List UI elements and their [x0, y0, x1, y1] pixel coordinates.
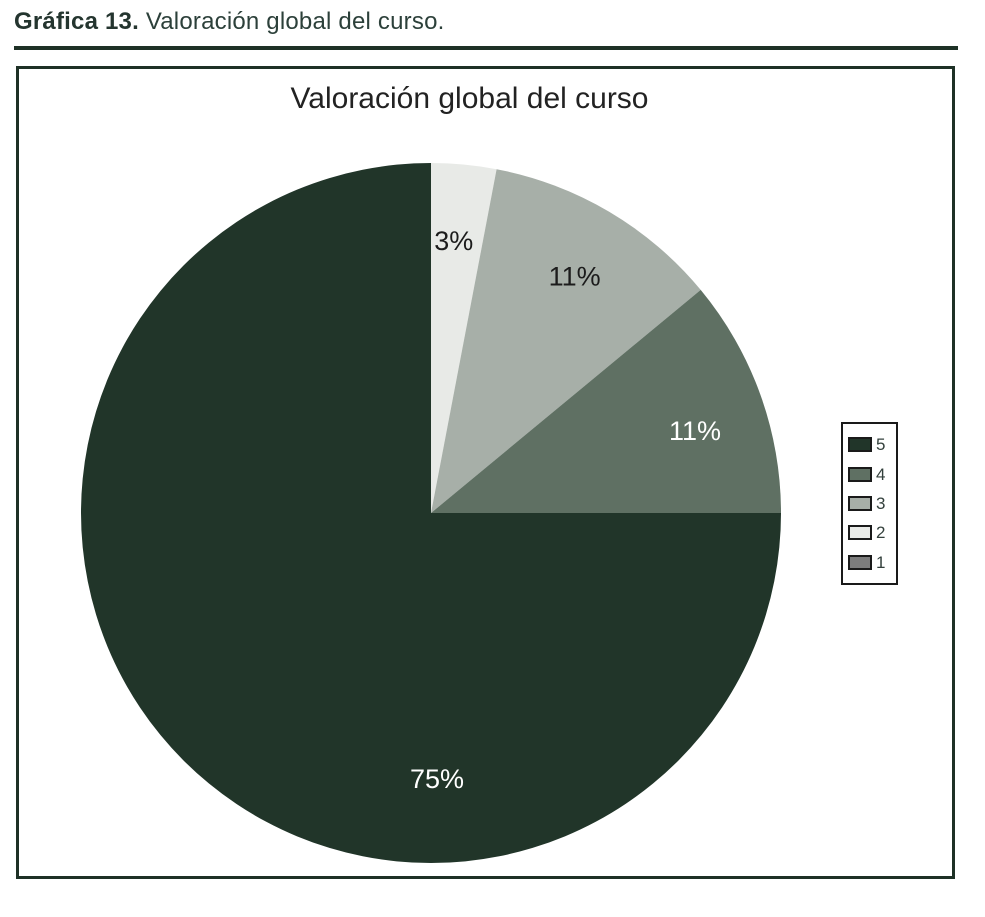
pie-slice-4 [431, 289, 781, 513]
pie-slice-2 [431, 163, 497, 513]
legend-swatch-1 [848, 554, 872, 570]
legend-label-5: 5 [876, 435, 886, 455]
legend-swatch-5 [848, 437, 872, 453]
chart-legend: 5 4 3 2 1 [841, 422, 898, 585]
legend-label-2: 2 [876, 523, 886, 543]
figure-caption-number: Gráfica 13. [14, 8, 139, 35]
pie-slice-label-3: 11% [549, 262, 601, 292]
legend-swatch-2 [848, 525, 872, 541]
figure-caption-title: Valoración global del curso. [138, 8, 445, 35]
chart-frame: 3% 11% 11% 75% Valoración global del curso … [16, 66, 955, 879]
legend-label-4: 4 [876, 464, 886, 484]
legend-item-1: 1 [848, 554, 896, 571]
legend-label-1: 1 [876, 552, 886, 572]
legend-swatch-4 [848, 466, 872, 482]
legend-item-5: 5 [848, 436, 896, 453]
legend-label-3: 3 [876, 493, 886, 513]
figure-caption: Gráfica 13. Valoración global del curso. [14, 6, 444, 38]
pie-slice-3 [431, 169, 701, 513]
pie-slice-5 [81, 163, 781, 863]
caption-divider [14, 46, 958, 50]
pie-slice-label-2: 3% [434, 226, 473, 256]
pie-slice-label-5: 75% [410, 764, 464, 794]
pie-chart: 3% 11% 11% 75% [81, 163, 781, 863]
legend-swatch-3 [848, 495, 872, 511]
pie-slice-label-4: 11% [669, 416, 721, 446]
legend-item-4: 4 [848, 466, 896, 483]
chart-title: Valoración global del curso [290, 82, 649, 115]
legend-item-2: 2 [848, 524, 896, 541]
legend-item-3: 3 [848, 495, 896, 512]
